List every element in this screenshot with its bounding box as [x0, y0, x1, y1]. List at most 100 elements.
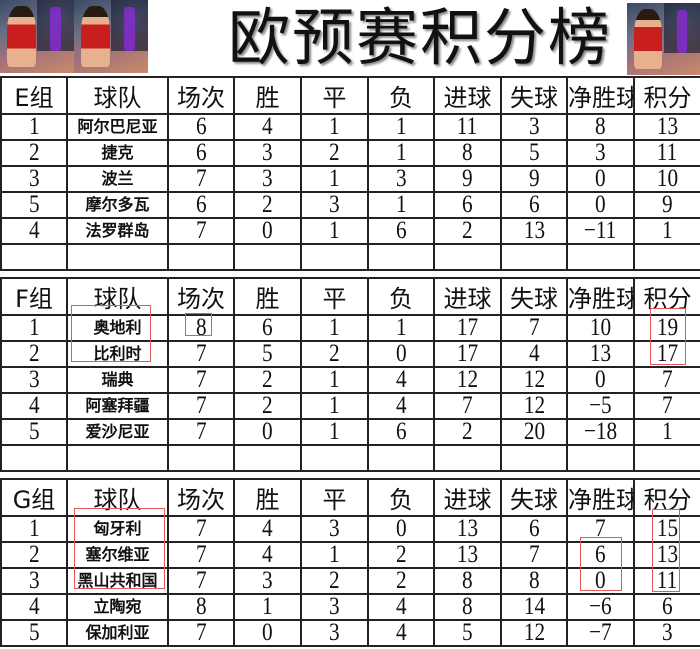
group-f-table: F组 球队 场次胜平负进球 失球 净胜球 积分 1 奥地利 8 6 1 1 17 7 10 19 2 比利时 7 5 2… [0, 277, 700, 472]
cell-goals-against: 5 [500, 139, 568, 167]
cell-lost: 1 [367, 113, 435, 141]
table-row: 3 黑山共和国 7 3 2 2 8 8 0 11 [0, 567, 700, 595]
cell-won: 4 [233, 113, 302, 141]
cell-lost: 6 [367, 418, 435, 446]
table-row: 1 阿尔巴尼亚 6 4 1 1 11 3 8 13 [0, 113, 700, 141]
empty-cell [500, 243, 568, 271]
cell-goal-diff: −18 [566, 418, 635, 446]
cell-drawn: 1 [300, 366, 369, 394]
cell-points: 1 [633, 217, 700, 245]
cell-goals-for: 6 [433, 191, 502, 219]
cell-goals-against: 3 [500, 113, 568, 141]
cell-goal-diff: 8 [566, 113, 635, 141]
empty-cell [233, 243, 302, 271]
cell-lost: 0 [367, 340, 435, 368]
empty-cell [367, 444, 435, 472]
empty-cell [433, 444, 502, 472]
cell-drawn: 3 [300, 191, 369, 219]
column-header-won: 胜 [233, 277, 302, 316]
table-row: 5 保加利亚 7 0 3 4 5 12 −7 3 [0, 619, 700, 647]
cell-played: 8 [167, 593, 235, 621]
empty-cell [566, 243, 635, 271]
cell-goals-for: 11 [433, 113, 502, 141]
column-header-team: 球队 [66, 277, 169, 316]
cell-goals-against: 14 [500, 593, 568, 621]
cell-won: 4 [233, 541, 302, 569]
page-title: 欧预赛积分榜 [227, 1, 612, 74]
column-header-goals-for: 进球 [433, 478, 502, 517]
cell-drawn: 2 [300, 139, 369, 167]
table-row: 5 爱沙尼亚 7 0 1 6 2 20 −18 1 [0, 418, 700, 446]
cell-goals-against: 4 [500, 340, 568, 368]
column-header-played: 场次 [167, 277, 235, 316]
column-header-drawn: 平 [300, 478, 369, 517]
column-header-goals-against: 失球 [500, 478, 568, 517]
cell-lost: 1 [367, 191, 435, 219]
cell-goal-diff: 0 [566, 366, 635, 394]
cell-goal-diff: −5 [566, 392, 635, 420]
column-header-lost: 负 [367, 277, 435, 316]
cell-goals-for: 13 [433, 541, 502, 569]
cell-won: 1 [233, 593, 302, 621]
cell-won: 2 [233, 191, 302, 219]
cell-goal-diff: −11 [566, 217, 635, 245]
spacer-row [0, 444, 700, 472]
cell-played: 6 [167, 113, 235, 141]
table-row: 4 法罗群岛 7 0 1 6 2 13 −11 1 [0, 217, 700, 245]
cell-points: 13 [633, 113, 700, 141]
cell-rank: 3 [0, 567, 68, 595]
column-header-goals-for: 进球 [433, 277, 502, 316]
cell-played: 7 [167, 418, 235, 446]
cell-won: 4 [233, 515, 302, 543]
group-e-table: E组 球队 场次胜平负进球 失球 净胜球 积分 1 阿尔巴尼亚 6 4 1 1 11 3 8 13 2 捷克 6 3 2… [0, 76, 700, 271]
cell-rank: 5 [0, 418, 68, 446]
cell-team: 保加利亚 [66, 619, 169, 647]
cell-goals-for: 2 [433, 418, 502, 446]
cell-goals-against: 20 [500, 418, 568, 446]
cell-played: 7 [167, 217, 235, 245]
cell-rank: 5 [0, 619, 68, 647]
cell-goals-for: 7 [433, 392, 502, 420]
cell-team: 奥地利 [66, 314, 169, 342]
cell-played: 7 [167, 619, 235, 647]
column-header-team: 球队 [66, 478, 169, 517]
cell-drawn: 3 [300, 515, 369, 543]
empty-cell [66, 243, 169, 271]
cell-goal-diff: −6 [566, 593, 635, 621]
cell-goals-against: 7 [500, 314, 568, 342]
cell-won: 2 [233, 392, 302, 420]
cell-points: 11 [633, 567, 700, 595]
cell-goals-for: 8 [433, 593, 502, 621]
cell-goals-against: 9 [500, 165, 568, 193]
cell-won: 5 [233, 340, 302, 368]
table-row: 1 匈牙利 7 4 3 0 13 6 7 15 [0, 515, 700, 543]
table-row: 4 立陶宛 8 1 3 4 8 14 −6 6 [0, 593, 700, 621]
cell-drawn: 1 [300, 217, 369, 245]
cell-rank: 1 [0, 113, 68, 141]
cell-won: 0 [233, 217, 302, 245]
empty-cell [300, 444, 369, 472]
cell-team: 立陶宛 [66, 593, 169, 621]
cell-goals-against: 12 [500, 392, 568, 420]
cell-team: 阿塞拜疆 [66, 392, 169, 420]
column-header-goals-for: 进球 [433, 76, 502, 115]
table-row: 4 阿塞拜疆 7 2 1 4 7 12 −5 7 [0, 392, 700, 420]
cell-points: 17 [633, 340, 700, 368]
cell-goals-for: 8 [433, 567, 502, 595]
column-header-points: 积分 [633, 478, 700, 517]
cell-drawn: 1 [300, 392, 369, 420]
cell-lost: 3 [367, 165, 435, 193]
cell-goals-against: 8 [500, 567, 568, 595]
cell-won: 3 [233, 139, 302, 167]
cell-drawn: 2 [300, 567, 369, 595]
cell-points: 19 [633, 314, 700, 342]
cell-lost: 2 [367, 567, 435, 595]
cell-goal-diff: 0 [566, 165, 635, 193]
empty-cell [0, 444, 68, 472]
column-header-lost: 负 [367, 478, 435, 517]
cell-team: 法罗群岛 [66, 217, 169, 245]
cell-goals-for: 12 [433, 366, 502, 394]
cell-drawn: 3 [300, 619, 369, 647]
cell-drawn: 1 [300, 314, 369, 342]
